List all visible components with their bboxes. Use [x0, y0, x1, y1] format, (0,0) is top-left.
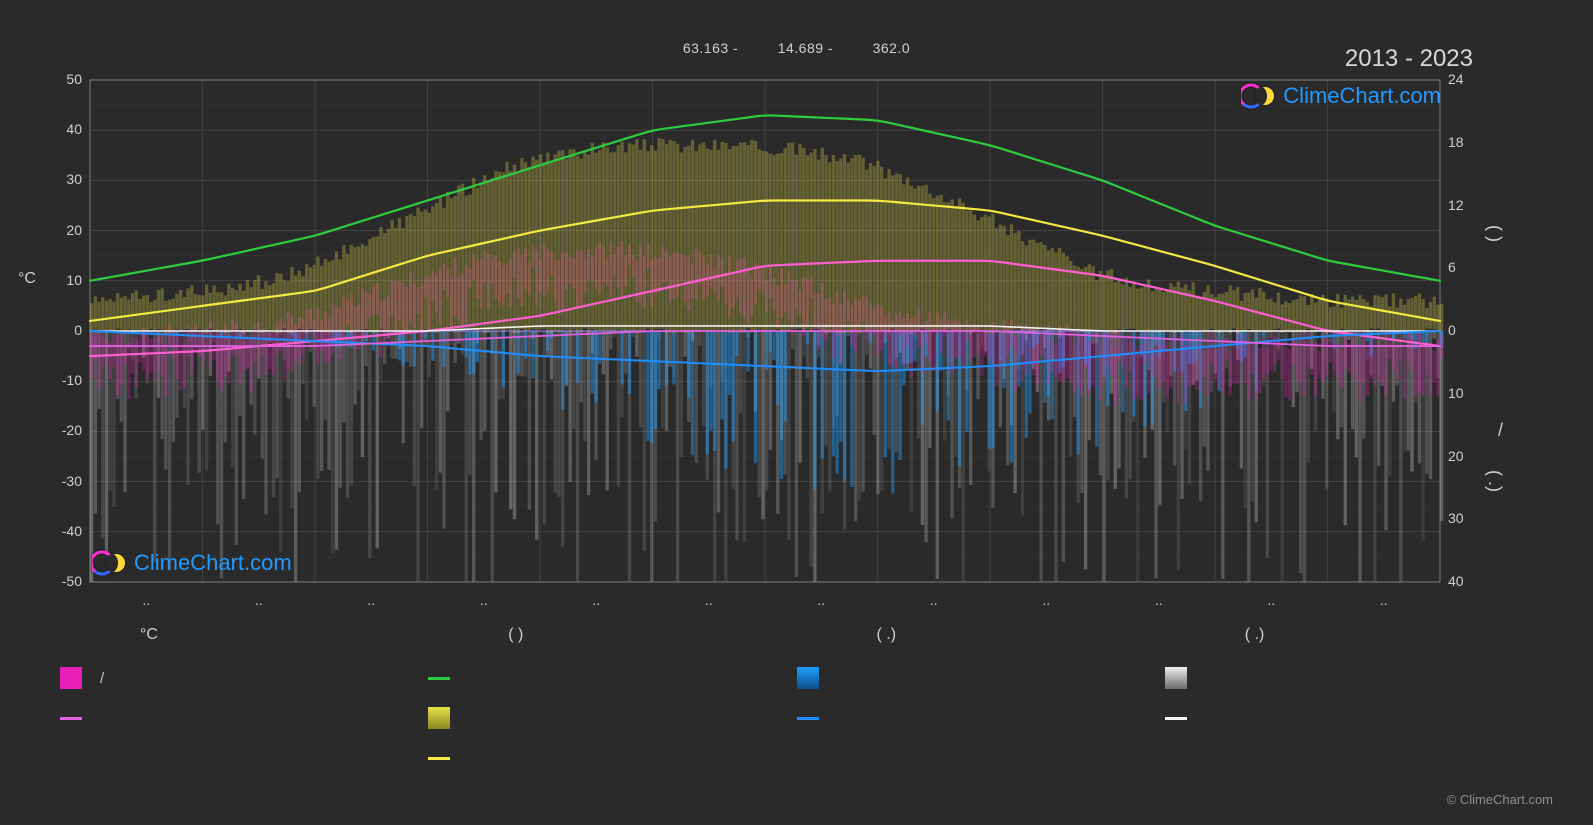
ytick-left: 50	[42, 71, 82, 87]
legend-header-4: ( .)	[1165, 626, 1533, 644]
swatch-white-line	[1165, 717, 1187, 720]
right-axis-slash: /	[1498, 420, 1503, 441]
legend-col-1: °C /	[60, 626, 428, 770]
legend-blue-block	[797, 666, 1165, 690]
xtick-month: ..	[1155, 592, 1163, 608]
ytick-left: 10	[42, 272, 82, 288]
ytick-right-bottom: 20	[1448, 448, 1488, 464]
ytick-left: 40	[42, 121, 82, 137]
ytick-right-bottom: 10	[1448, 385, 1488, 401]
ytick-left: -10	[42, 372, 82, 388]
brand-logo-top: ClimeChart.com	[1241, 82, 1441, 110]
lat-value: 63.163 -	[683, 40, 738, 56]
legend-green-line	[428, 666, 796, 690]
lon-value: 14.689 -	[778, 40, 833, 56]
legend-temp-block-label: /	[100, 670, 104, 687]
xtick-month: ..	[142, 592, 150, 608]
legend-header-3: ( .)	[797, 626, 1165, 644]
xtick-month: ..	[480, 592, 488, 608]
legend-white-line	[1165, 706, 1533, 730]
xtick-month: ..	[592, 592, 600, 608]
legend-col-2: ( )	[428, 626, 796, 770]
ytick-left: -30	[42, 473, 82, 489]
ytick-right-top: 12	[1448, 197, 1488, 213]
ytick-right-bottom: 30	[1448, 510, 1488, 526]
legend: °C / ( )	[60, 626, 1533, 770]
ytick-right-top: 6	[1448, 259, 1488, 275]
ytick-left: -20	[42, 422, 82, 438]
legend-yellow-block	[428, 706, 796, 730]
year-range: 2013 - 2023	[1345, 45, 1473, 73]
ytick-left: 30	[42, 171, 82, 187]
xtick-month: ..	[705, 592, 713, 608]
ytick-left: -50	[42, 573, 82, 589]
xtick-month: ..	[930, 592, 938, 608]
legend-temp-line	[60, 706, 428, 730]
swatch-blue-block	[797, 667, 819, 689]
xtick-month: ..	[255, 592, 263, 608]
swatch-gray-block	[1165, 667, 1187, 689]
brand-text: ClimeChart.com	[134, 550, 292, 576]
ytick-right-top: 0	[1448, 322, 1488, 338]
logo-icon	[1241, 82, 1275, 110]
logo-icon	[92, 549, 126, 577]
left-axis-title: °C	[18, 270, 36, 288]
legend-blue-line	[797, 706, 1165, 730]
swatch-yellow-block	[428, 707, 450, 729]
swatch-blue-line	[797, 717, 819, 720]
ytick-right-top: 18	[1448, 134, 1488, 150]
brand-text: ClimeChart.com	[1283, 83, 1441, 109]
legend-yellow-line	[428, 746, 796, 770]
xtick-month: ..	[817, 592, 825, 608]
xtick-month: ..	[1380, 592, 1388, 608]
legend-header-2: ( )	[428, 626, 796, 644]
ytick-right-top: 24	[1448, 71, 1488, 87]
legend-gray-block	[1165, 666, 1533, 690]
legend-header-1: °C	[60, 626, 428, 644]
legend-col-4: ( .)	[1165, 626, 1533, 770]
legend-temp-block: /	[60, 666, 428, 690]
brand-logo-bottom: ClimeChart.com	[92, 549, 292, 577]
swatch-green-line	[428, 677, 450, 680]
ytick-left: 0	[42, 322, 82, 338]
chart-container: 63.163 - 14.689 - 362.0 2013 - 2023 °C (…	[0, 0, 1593, 825]
footer-copyright: © ClimeChart.com	[1447, 792, 1553, 807]
xtick-month: ..	[1267, 592, 1275, 608]
legend-col-3: ( .)	[797, 626, 1165, 770]
elev-value: 362.0	[873, 40, 911, 56]
right-bottom-axis-title: ( .)	[1484, 470, 1505, 492]
ytick-left: -40	[42, 523, 82, 539]
swatch-magenta-block	[60, 667, 82, 689]
swatch-yellow-line	[428, 757, 450, 760]
xtick-month: ..	[367, 592, 375, 608]
swatch-magenta-line	[60, 717, 82, 720]
xtick-month: ..	[1042, 592, 1050, 608]
right-top-axis-title: ( )	[1484, 225, 1505, 242]
ytick-left: 20	[42, 222, 82, 238]
ytick-right-bottom: 40	[1448, 573, 1488, 589]
